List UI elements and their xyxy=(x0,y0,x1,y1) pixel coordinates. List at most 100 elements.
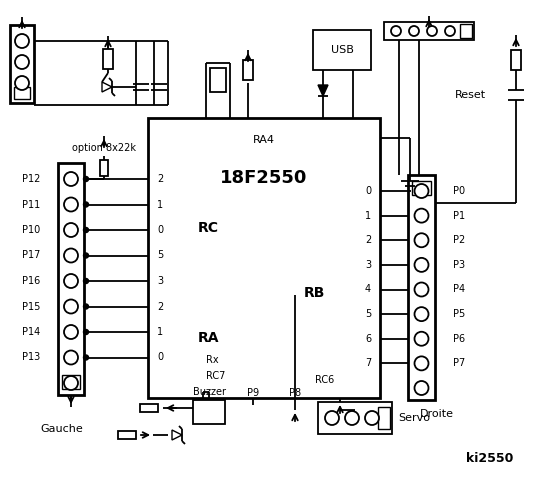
Circle shape xyxy=(15,55,29,69)
Circle shape xyxy=(415,356,429,371)
Bar xyxy=(14,87,30,99)
Text: P16: P16 xyxy=(22,276,40,286)
Text: 6: 6 xyxy=(365,334,371,344)
Text: P7: P7 xyxy=(453,359,465,368)
Bar xyxy=(103,49,113,69)
Text: P8: P8 xyxy=(289,388,301,398)
Text: 4: 4 xyxy=(365,285,371,295)
Circle shape xyxy=(415,332,429,346)
Text: P2: P2 xyxy=(453,235,465,245)
Text: RA: RA xyxy=(198,331,220,345)
Text: P6: P6 xyxy=(453,334,465,344)
Circle shape xyxy=(15,34,29,48)
Text: 1: 1 xyxy=(157,200,163,209)
Bar xyxy=(100,160,108,176)
Text: P14: P14 xyxy=(22,327,40,337)
Text: Rx: Rx xyxy=(206,355,218,365)
Circle shape xyxy=(64,300,78,313)
Text: Reset: Reset xyxy=(455,90,486,100)
Text: P1: P1 xyxy=(453,211,465,221)
Circle shape xyxy=(415,381,429,395)
Text: 7: 7 xyxy=(365,359,371,368)
Text: RC: RC xyxy=(198,221,219,235)
Bar xyxy=(460,24,472,38)
Text: 3: 3 xyxy=(365,260,371,270)
Circle shape xyxy=(84,304,88,309)
Text: RC7: RC7 xyxy=(206,371,226,381)
Text: USB: USB xyxy=(331,45,353,55)
Text: P11: P11 xyxy=(22,200,40,209)
Text: 0: 0 xyxy=(365,186,371,196)
Circle shape xyxy=(345,411,359,425)
Circle shape xyxy=(415,233,429,247)
Text: 18F2550: 18F2550 xyxy=(220,169,307,187)
Bar xyxy=(62,375,80,389)
Circle shape xyxy=(445,26,455,36)
Circle shape xyxy=(64,325,78,339)
Bar xyxy=(243,60,253,80)
Circle shape xyxy=(409,26,419,36)
Text: 3: 3 xyxy=(157,276,163,286)
Circle shape xyxy=(415,283,429,297)
Bar xyxy=(10,25,34,103)
Text: 5: 5 xyxy=(365,309,371,319)
Circle shape xyxy=(84,177,88,181)
Circle shape xyxy=(415,184,429,198)
Text: Servo: Servo xyxy=(398,413,430,423)
Text: P15: P15 xyxy=(22,301,40,312)
Polygon shape xyxy=(318,85,328,96)
Text: RA4: RA4 xyxy=(253,135,275,145)
Text: Droite: Droite xyxy=(420,409,453,419)
Circle shape xyxy=(427,26,437,36)
Circle shape xyxy=(84,278,88,284)
Text: P13: P13 xyxy=(22,352,40,362)
Text: RB: RB xyxy=(304,286,325,300)
Bar xyxy=(318,402,392,434)
Text: 0: 0 xyxy=(157,352,163,362)
Text: Gauche: Gauche xyxy=(40,424,83,434)
Text: P4: P4 xyxy=(453,285,465,295)
Text: P5: P5 xyxy=(453,309,465,319)
Circle shape xyxy=(84,202,88,207)
Circle shape xyxy=(84,329,88,335)
Bar xyxy=(148,118,380,398)
Circle shape xyxy=(64,274,78,288)
Text: Buzzer: Buzzer xyxy=(192,387,226,397)
Circle shape xyxy=(84,253,88,258)
Circle shape xyxy=(325,411,339,425)
Text: option 8x22k: option 8x22k xyxy=(72,143,136,153)
Circle shape xyxy=(64,197,78,212)
Text: P3: P3 xyxy=(453,260,465,270)
Circle shape xyxy=(415,209,429,223)
Text: 2: 2 xyxy=(157,301,163,312)
Text: P10: P10 xyxy=(22,225,40,235)
Text: P12: P12 xyxy=(22,174,40,184)
Text: 2: 2 xyxy=(157,174,163,184)
Bar xyxy=(58,163,84,395)
Circle shape xyxy=(84,228,88,232)
Circle shape xyxy=(64,223,78,237)
Text: P0: P0 xyxy=(453,186,465,196)
Text: 0: 0 xyxy=(157,225,163,235)
Text: ki2550: ki2550 xyxy=(466,452,514,465)
Circle shape xyxy=(64,376,78,390)
Bar xyxy=(193,400,225,424)
Bar xyxy=(384,22,474,40)
Circle shape xyxy=(64,172,78,186)
Text: 2: 2 xyxy=(365,235,371,245)
Bar xyxy=(140,404,158,412)
Circle shape xyxy=(365,411,379,425)
Circle shape xyxy=(15,76,29,90)
Circle shape xyxy=(64,350,78,364)
Text: 5: 5 xyxy=(157,251,163,261)
Circle shape xyxy=(415,258,429,272)
Bar xyxy=(412,181,431,195)
Text: P9: P9 xyxy=(247,388,259,398)
Bar xyxy=(118,431,136,439)
Bar xyxy=(313,30,371,70)
Text: P17: P17 xyxy=(22,251,40,261)
Bar xyxy=(378,407,390,429)
Text: 1: 1 xyxy=(157,327,163,337)
Circle shape xyxy=(391,26,401,36)
Circle shape xyxy=(84,355,88,360)
